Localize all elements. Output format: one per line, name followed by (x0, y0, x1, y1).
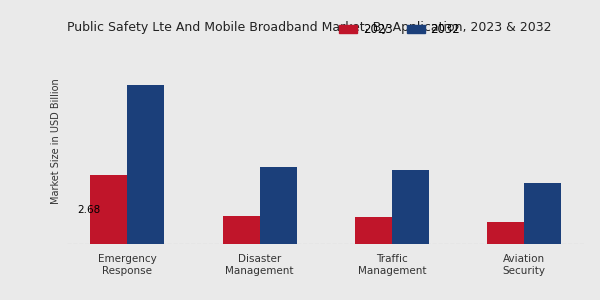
Bar (223, 216, 260, 244)
Bar (524, 182, 562, 244)
Bar (355, 217, 392, 244)
Legend: 2023, 2032: 2023, 2032 (335, 18, 465, 41)
Bar (487, 222, 524, 244)
Text: Public Safety Lte And Mobile Broadband Market, By Application, 2023 & 2032: Public Safety Lte And Mobile Broadband M… (67, 21, 551, 34)
Text: 2.68: 2.68 (77, 205, 101, 215)
Y-axis label: Market Size in USD Billion: Market Size in USD Billion (51, 79, 61, 204)
Bar (260, 167, 296, 244)
Bar (90, 176, 127, 244)
Bar (127, 85, 164, 244)
Bar (392, 170, 429, 244)
